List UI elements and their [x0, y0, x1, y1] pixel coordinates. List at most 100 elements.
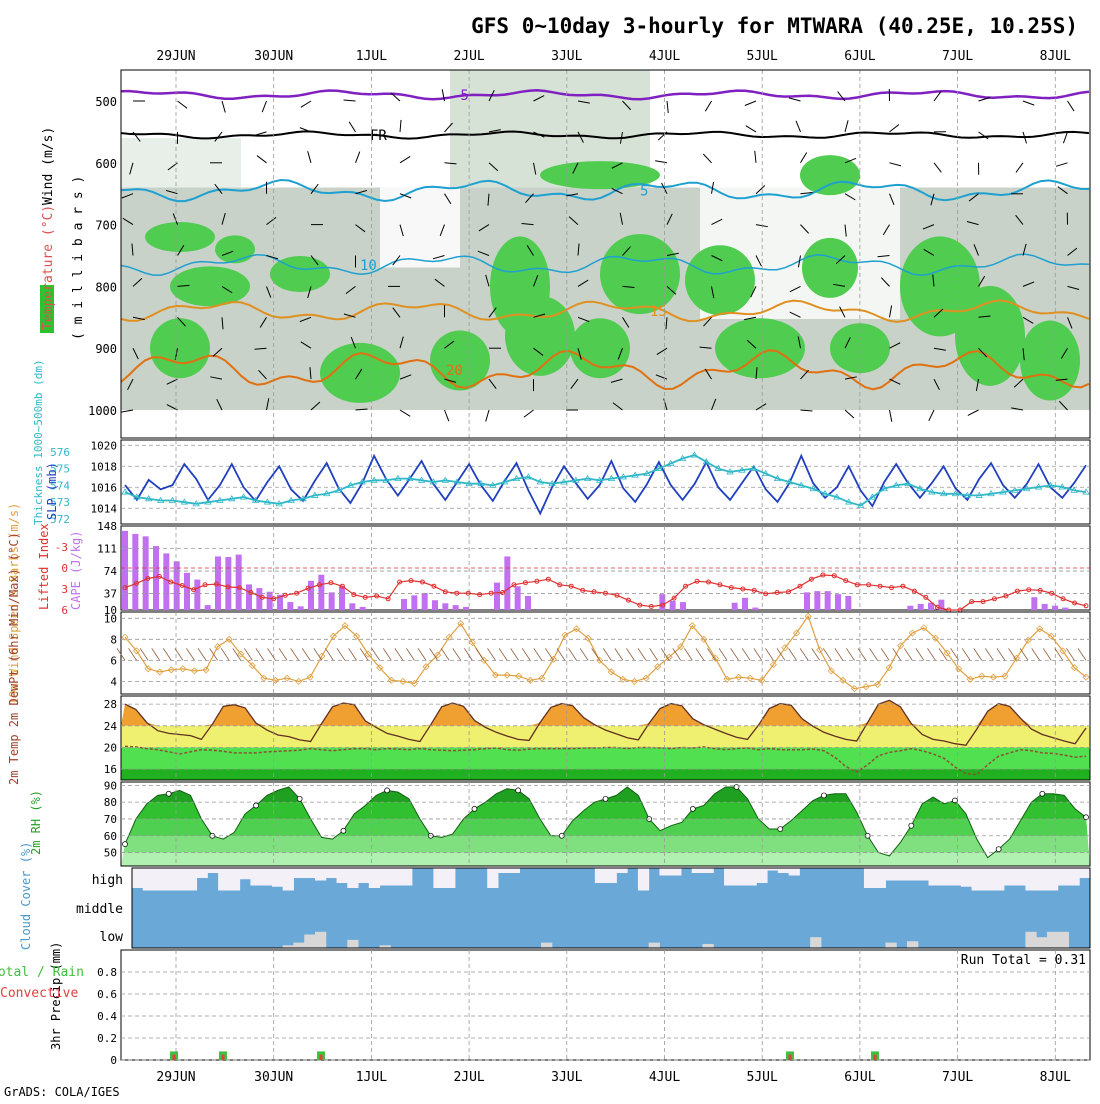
cape-bar — [411, 595, 417, 610]
wind10-barb — [488, 648, 496, 660]
rh-moist-blob — [150, 318, 210, 378]
precip-convective-bar — [173, 1055, 176, 1060]
wind10-barb — [534, 648, 542, 660]
temp2m-tick-label: 28 — [104, 698, 117, 711]
cloud-high-gap — [929, 868, 940, 886]
rh2m-marker — [254, 803, 259, 808]
cloud-high-gap — [1025, 868, 1036, 891]
cloud-high-gap — [283, 868, 294, 891]
temperature-contour-label: 20 — [446, 363, 463, 379]
cloud-low-bar — [1058, 932, 1069, 948]
ylabel-slp: SLP (mb) — [45, 462, 59, 520]
wind10-barb — [221, 648, 229, 660]
cloud-high-gap — [1068, 868, 1079, 886]
pressure-tick-label: 1000 — [88, 404, 117, 418]
cape-bar — [298, 606, 304, 610]
time-label-top: 7JUL — [942, 49, 973, 64]
pressure-tick-label: 600 — [95, 157, 117, 171]
cloud-low-bar — [702, 944, 713, 948]
wind10-barb — [279, 648, 287, 660]
cloud-high-gap — [240, 868, 251, 879]
wind10-barb — [1020, 648, 1028, 660]
footer-credit: GrADS: COLA/IGES — [4, 1085, 120, 1099]
cape-bar — [122, 531, 128, 610]
wind10-barb — [186, 648, 194, 660]
cloud-high-gap — [229, 868, 240, 891]
cloud-high-gap — [390, 868, 401, 886]
cape-tick-label: 37 — [104, 588, 117, 601]
cloud-high-gap — [670, 868, 681, 876]
thickness-tick-label: 576 — [50, 446, 70, 459]
wind10-barb — [268, 648, 276, 660]
wind10-barb — [453, 648, 461, 660]
cape-bar — [845, 596, 851, 610]
cloud-level-label: middle — [76, 902, 123, 917]
pressure-tick-label: 800 — [95, 280, 117, 294]
cape-tick-label: 111 — [97, 543, 117, 556]
cloud-high-gap — [993, 868, 1004, 891]
precip-convective-bar — [789, 1055, 792, 1060]
time-label-top: 2JUL — [453, 49, 484, 64]
cloud-low-bar — [315, 932, 326, 948]
wind10-barb — [464, 648, 472, 660]
wind10-barb — [418, 648, 426, 660]
precip-tick-label: 0.8 — [97, 966, 117, 979]
cloud-high-gap — [498, 868, 509, 873]
li-tick-label: 3 — [61, 583, 68, 596]
cape-bar — [504, 556, 510, 610]
wind10-barb — [962, 648, 970, 660]
wind10-barb — [789, 648, 797, 660]
cloud-high-gap — [293, 868, 304, 878]
wind10-barb — [569, 648, 577, 660]
cloud-high-gap — [972, 868, 983, 891]
cape-bar — [422, 593, 428, 610]
wind10-barb — [291, 648, 299, 660]
cloud-low-bar — [810, 937, 821, 948]
cloud-low-bar — [347, 940, 358, 948]
chart-title: GFS 0~10day 3-hourly for MTWARA (40.25E,… — [471, 14, 1078, 38]
wind10-barb — [696, 648, 704, 660]
temp2m-tick-label: 20 — [104, 741, 117, 754]
rh-moist-blob — [600, 234, 680, 314]
cloud-low-bar — [649, 943, 660, 948]
wind10-barb — [349, 648, 357, 660]
cloud-high-gap — [401, 868, 412, 886]
rh2m-marker — [1040, 791, 1045, 796]
time-label-bottom: 29JUN — [156, 1070, 195, 1085]
slp-tick-label: 1016 — [91, 481, 118, 494]
cloud-low-bar — [1036, 937, 1047, 948]
temperature-contour-label: 5 — [640, 184, 648, 200]
wind10-barb — [476, 648, 484, 660]
cloud-high-gap — [961, 868, 972, 887]
cloud-high-gap — [132, 868, 143, 888]
cloud-high-gap — [907, 868, 918, 881]
wind10-barb — [152, 648, 160, 660]
wind10-barb — [1032, 648, 1040, 660]
rh2m-marker — [690, 806, 695, 811]
time-label-top: 1JUL — [356, 49, 387, 64]
rh2m-marker — [909, 823, 914, 828]
time-label-top: 29JUN — [156, 49, 195, 64]
wind10-barb — [974, 648, 982, 660]
wind10-barb — [383, 648, 391, 660]
cloud-high-gap — [885, 868, 896, 881]
wind10-barb — [325, 648, 333, 660]
time-label-top: 4JUL — [649, 49, 680, 64]
cloud-high-gap — [735, 868, 746, 886]
temperature-contour-label: -5 — [452, 88, 469, 104]
rh-moist-blob — [570, 318, 630, 378]
cape-bar — [318, 575, 324, 610]
cape-bar — [835, 594, 841, 610]
cloud-high-gap — [659, 868, 670, 876]
ylabel-li: Lifted Index — [37, 523, 51, 610]
pressure-tick-label: 500 — [95, 95, 117, 109]
wind10-barb — [1009, 648, 1017, 660]
cape-bar — [184, 573, 190, 610]
wind10-barb — [406, 648, 414, 660]
wind10-tick-label: 6 — [110, 654, 117, 667]
rh2m-marker — [603, 796, 608, 801]
precip-convective-bar — [320, 1055, 323, 1060]
